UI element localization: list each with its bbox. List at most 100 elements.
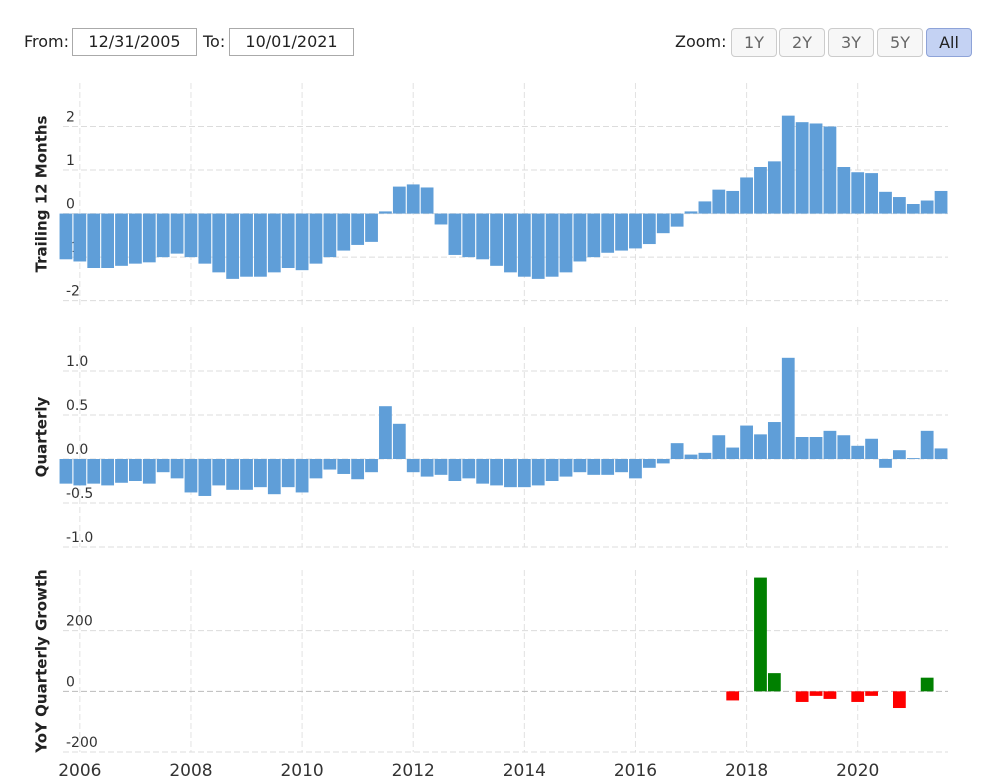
bar — [184, 213, 198, 258]
bar — [809, 437, 823, 459]
bar — [698, 201, 712, 214]
bar — [726, 190, 740, 214]
bar — [809, 691, 823, 696]
x-tick-label: 2012 — [392, 761, 435, 781]
bar — [240, 459, 253, 490]
bar — [434, 459, 448, 475]
y-tick-label: -0.5 — [66, 486, 93, 502]
bar — [392, 423, 406, 459]
zoom-label: Zoom: — [675, 32, 727, 51]
bar — [406, 459, 420, 473]
zoom-button[interactable]: 3Y — [828, 28, 874, 57]
bar — [767, 422, 781, 459]
bar — [865, 173, 878, 214]
bar — [767, 161, 781, 214]
bar — [670, 443, 684, 459]
bar — [198, 459, 212, 496]
bar — [240, 213, 253, 277]
bar — [337, 213, 351, 251]
bar — [795, 122, 809, 214]
bar — [726, 447, 740, 459]
bar — [879, 459, 892, 468]
bar — [837, 167, 851, 214]
bar — [670, 213, 684, 227]
bar — [476, 459, 490, 484]
x-tick-label: 2018 — [725, 761, 768, 781]
bar — [129, 213, 142, 264]
bar — [879, 191, 892, 214]
bar — [559, 213, 573, 273]
bar — [379, 211, 392, 214]
bar — [420, 187, 434, 214]
y-axis-title: Trailing 12 Months — [33, 115, 51, 272]
bar — [934, 448, 948, 459]
bar — [587, 213, 601, 258]
bar — [920, 677, 934, 692]
y-tick-label: -2 — [66, 284, 80, 300]
x-tick-label: 2014 — [503, 761, 546, 781]
bar — [184, 459, 198, 493]
y-tick-label: 2 — [66, 110, 75, 126]
bar — [684, 454, 698, 459]
bar — [726, 691, 740, 701]
bar — [448, 213, 462, 255]
bar — [545, 213, 559, 277]
bar — [740, 425, 753, 459]
bar — [934, 190, 948, 214]
bar — [365, 459, 378, 473]
bar — [170, 459, 184, 479]
bar — [267, 213, 281, 273]
from-label: From: — [24, 32, 70, 51]
bar — [295, 213, 309, 271]
bar — [545, 459, 559, 481]
bar — [559, 459, 573, 477]
bar — [73, 213, 87, 262]
zoom-button[interactable]: 2Y — [779, 28, 825, 57]
bar — [698, 452, 712, 459]
bar — [781, 357, 795, 459]
bar — [712, 435, 726, 459]
y-tick-label: 0 — [66, 674, 75, 690]
bar — [906, 458, 920, 459]
bar — [59, 459, 73, 484]
y-tick-label: -200 — [66, 735, 98, 751]
bar — [754, 577, 767, 692]
bar — [517, 213, 531, 277]
bar — [170, 213, 184, 254]
bar — [851, 691, 865, 702]
bar — [906, 204, 920, 214]
bar — [462, 459, 476, 479]
bar — [309, 213, 323, 264]
bar — [504, 213, 517, 273]
bar — [642, 213, 656, 245]
bar — [767, 673, 781, 692]
bar — [101, 459, 115, 486]
bar — [156, 213, 170, 258]
bar — [281, 213, 295, 268]
bar — [142, 459, 156, 484]
bar — [642, 459, 656, 468]
bar — [615, 459, 628, 473]
x-tick-label: 2016 — [614, 761, 657, 781]
bar — [254, 213, 267, 277]
to-input[interactable]: 10/01/2021 — [229, 28, 354, 56]
bar — [795, 437, 809, 459]
bar — [531, 213, 545, 279]
bar — [656, 213, 670, 234]
x-tick-label: 2006 — [58, 761, 101, 781]
x-tick-label: 2020 — [836, 761, 879, 781]
bar — [351, 213, 365, 245]
bar — [448, 459, 462, 481]
zoom-button[interactable]: 5Y — [877, 28, 923, 57]
y-tick-label: 0 — [66, 197, 75, 213]
bar — [309, 459, 323, 479]
bar — [73, 459, 87, 486]
bar — [462, 213, 476, 258]
zoom-button[interactable]: 1Y — [731, 28, 777, 57]
bar — [59, 213, 73, 260]
y-tick-label: 200 — [66, 614, 93, 630]
zoom-button[interactable]: All — [926, 28, 972, 57]
from-input[interactable]: 12/31/2005 — [72, 28, 197, 56]
